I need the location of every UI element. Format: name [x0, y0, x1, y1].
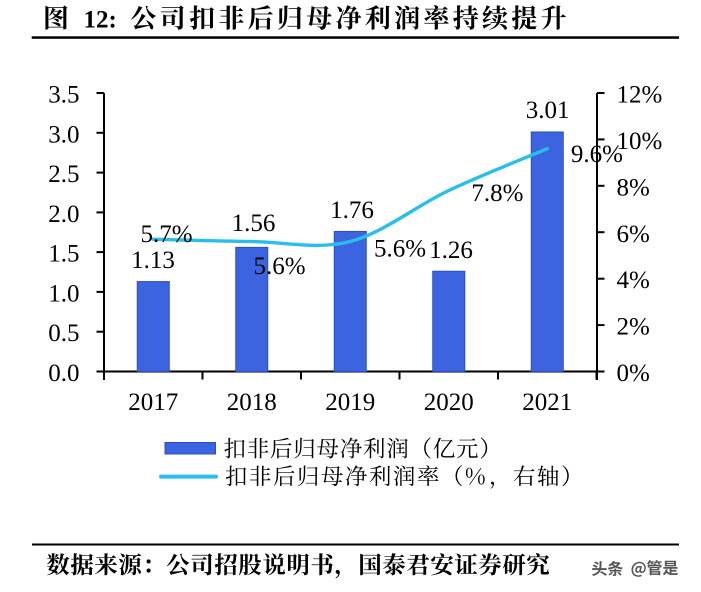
svg-text:5.6%: 5.6%	[253, 253, 305, 280]
svg-text:5.6%: 5.6%	[374, 236, 426, 263]
svg-text:9.6%: 9.6%	[571, 141, 623, 168]
svg-text:12:: 12:	[84, 7, 117, 34]
svg-text:2%: 2%	[617, 314, 650, 341]
svg-text:12%: 12%	[617, 82, 663, 109]
svg-text:3.5: 3.5	[48, 82, 79, 109]
svg-text:10%: 10%	[617, 128, 663, 155]
svg-text:6%: 6%	[617, 221, 650, 248]
svg-text:2.0: 2.0	[48, 201, 79, 228]
svg-text:2020: 2020	[424, 389, 474, 416]
svg-text:2021: 2021	[522, 389, 572, 416]
svg-text:1.26: 1.26	[429, 237, 473, 264]
svg-text:0.0: 0.0	[48, 360, 79, 387]
svg-text:2019: 2019	[325, 389, 375, 416]
svg-text:2.5: 2.5	[48, 161, 79, 188]
svg-text:0.5: 0.5	[48, 320, 79, 347]
svg-text:1.76: 1.76	[330, 197, 374, 224]
svg-text:3.01: 3.01	[526, 97, 570, 124]
svg-text:7.8%: 7.8%	[471, 180, 523, 207]
svg-text:1.0: 1.0	[48, 280, 79, 307]
svg-text:2018: 2018	[227, 389, 277, 416]
svg-text:1.56: 1.56	[232, 210, 276, 237]
svg-text:5.7%: 5.7%	[140, 221, 192, 248]
svg-text:1.13: 1.13	[131, 247, 175, 274]
svg-text:4%: 4%	[617, 267, 650, 294]
svg-text:2017: 2017	[128, 389, 178, 416]
svg-text:1.5: 1.5	[48, 241, 79, 268]
svg-text:0%: 0%	[617, 360, 650, 387]
svg-text:3.0: 3.0	[48, 121, 79, 148]
svg-text:8%: 8%	[617, 174, 650, 201]
